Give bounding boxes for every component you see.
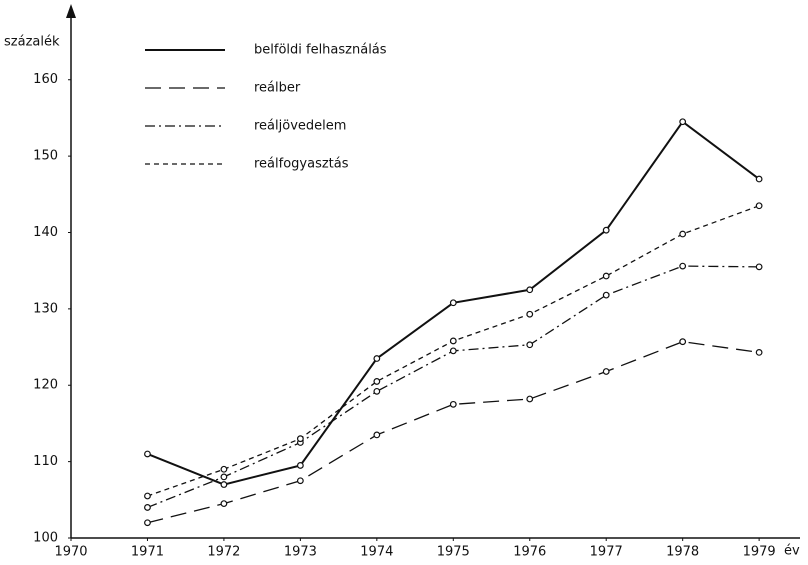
y-axis-arrow	[66, 4, 76, 18]
data-point	[220, 481, 228, 488]
data-point	[679, 262, 687, 270]
data-point	[373, 387, 381, 395]
data-point	[144, 504, 151, 511]
data-point	[755, 202, 763, 210]
x-tick-label: 1978	[666, 545, 699, 560]
x-tick-label: 1976	[513, 545, 546, 560]
data-point	[449, 337, 457, 345]
data-point	[296, 435, 304, 443]
data-point	[755, 263, 763, 271]
data-point	[755, 175, 763, 183]
x-tick-label: 1972	[207, 545, 240, 560]
data-point	[449, 400, 457, 408]
data-point	[449, 347, 457, 355]
data-point	[602, 272, 610, 280]
x-tick-label: 1977	[590, 545, 623, 560]
x-tick-label: 1979	[743, 545, 776, 560]
x-tick-label: 1975	[437, 545, 470, 560]
data-point	[679, 230, 687, 238]
y-tick-label: 140	[33, 225, 58, 240]
x-tick-label: 1970	[54, 545, 87, 560]
series-line	[147, 341, 760, 524]
x-axis-label: év	[784, 544, 800, 559]
data-point	[296, 477, 304, 485]
data-point	[373, 378, 381, 385]
legend-label: reálber	[254, 81, 301, 96]
data-point	[526, 310, 534, 318]
x-tick-label: 1971	[131, 545, 164, 560]
data-point	[526, 341, 534, 349]
y-axis-label: százalék	[4, 35, 60, 50]
data-point	[144, 450, 151, 458]
data-point	[526, 395, 534, 403]
data-point	[373, 431, 381, 439]
x-tick-label: 1973	[284, 545, 317, 560]
data-point	[679, 338, 687, 346]
data-point	[144, 492, 151, 500]
legend-label: reáljövedelem	[254, 119, 346, 134]
y-tick-label: 160	[33, 72, 58, 87]
y-tick-label: 150	[33, 149, 58, 164]
data-point	[144, 519, 151, 527]
data-point	[526, 286, 534, 294]
data-point	[755, 349, 763, 356]
data-point	[679, 118, 687, 126]
x-tick-label: 1974	[360, 545, 393, 560]
legend-label: belföldi felhasználás	[254, 43, 387, 58]
legend-label: reálfogyasztás	[254, 157, 349, 172]
y-tick-label: 130	[33, 301, 58, 316]
data-point	[602, 368, 610, 375]
data-point	[220, 465, 228, 473]
data-point	[296, 462, 304, 469]
data-point	[220, 473, 228, 481]
data-point	[602, 226, 610, 234]
y-tick-label: 120	[33, 378, 58, 393]
y-tick-label: 110	[33, 454, 58, 469]
data-point	[220, 500, 228, 508]
data-point	[449, 299, 457, 307]
data-point	[602, 291, 610, 299]
y-tick-label: 100	[33, 531, 58, 546]
data-point	[373, 355, 381, 362]
